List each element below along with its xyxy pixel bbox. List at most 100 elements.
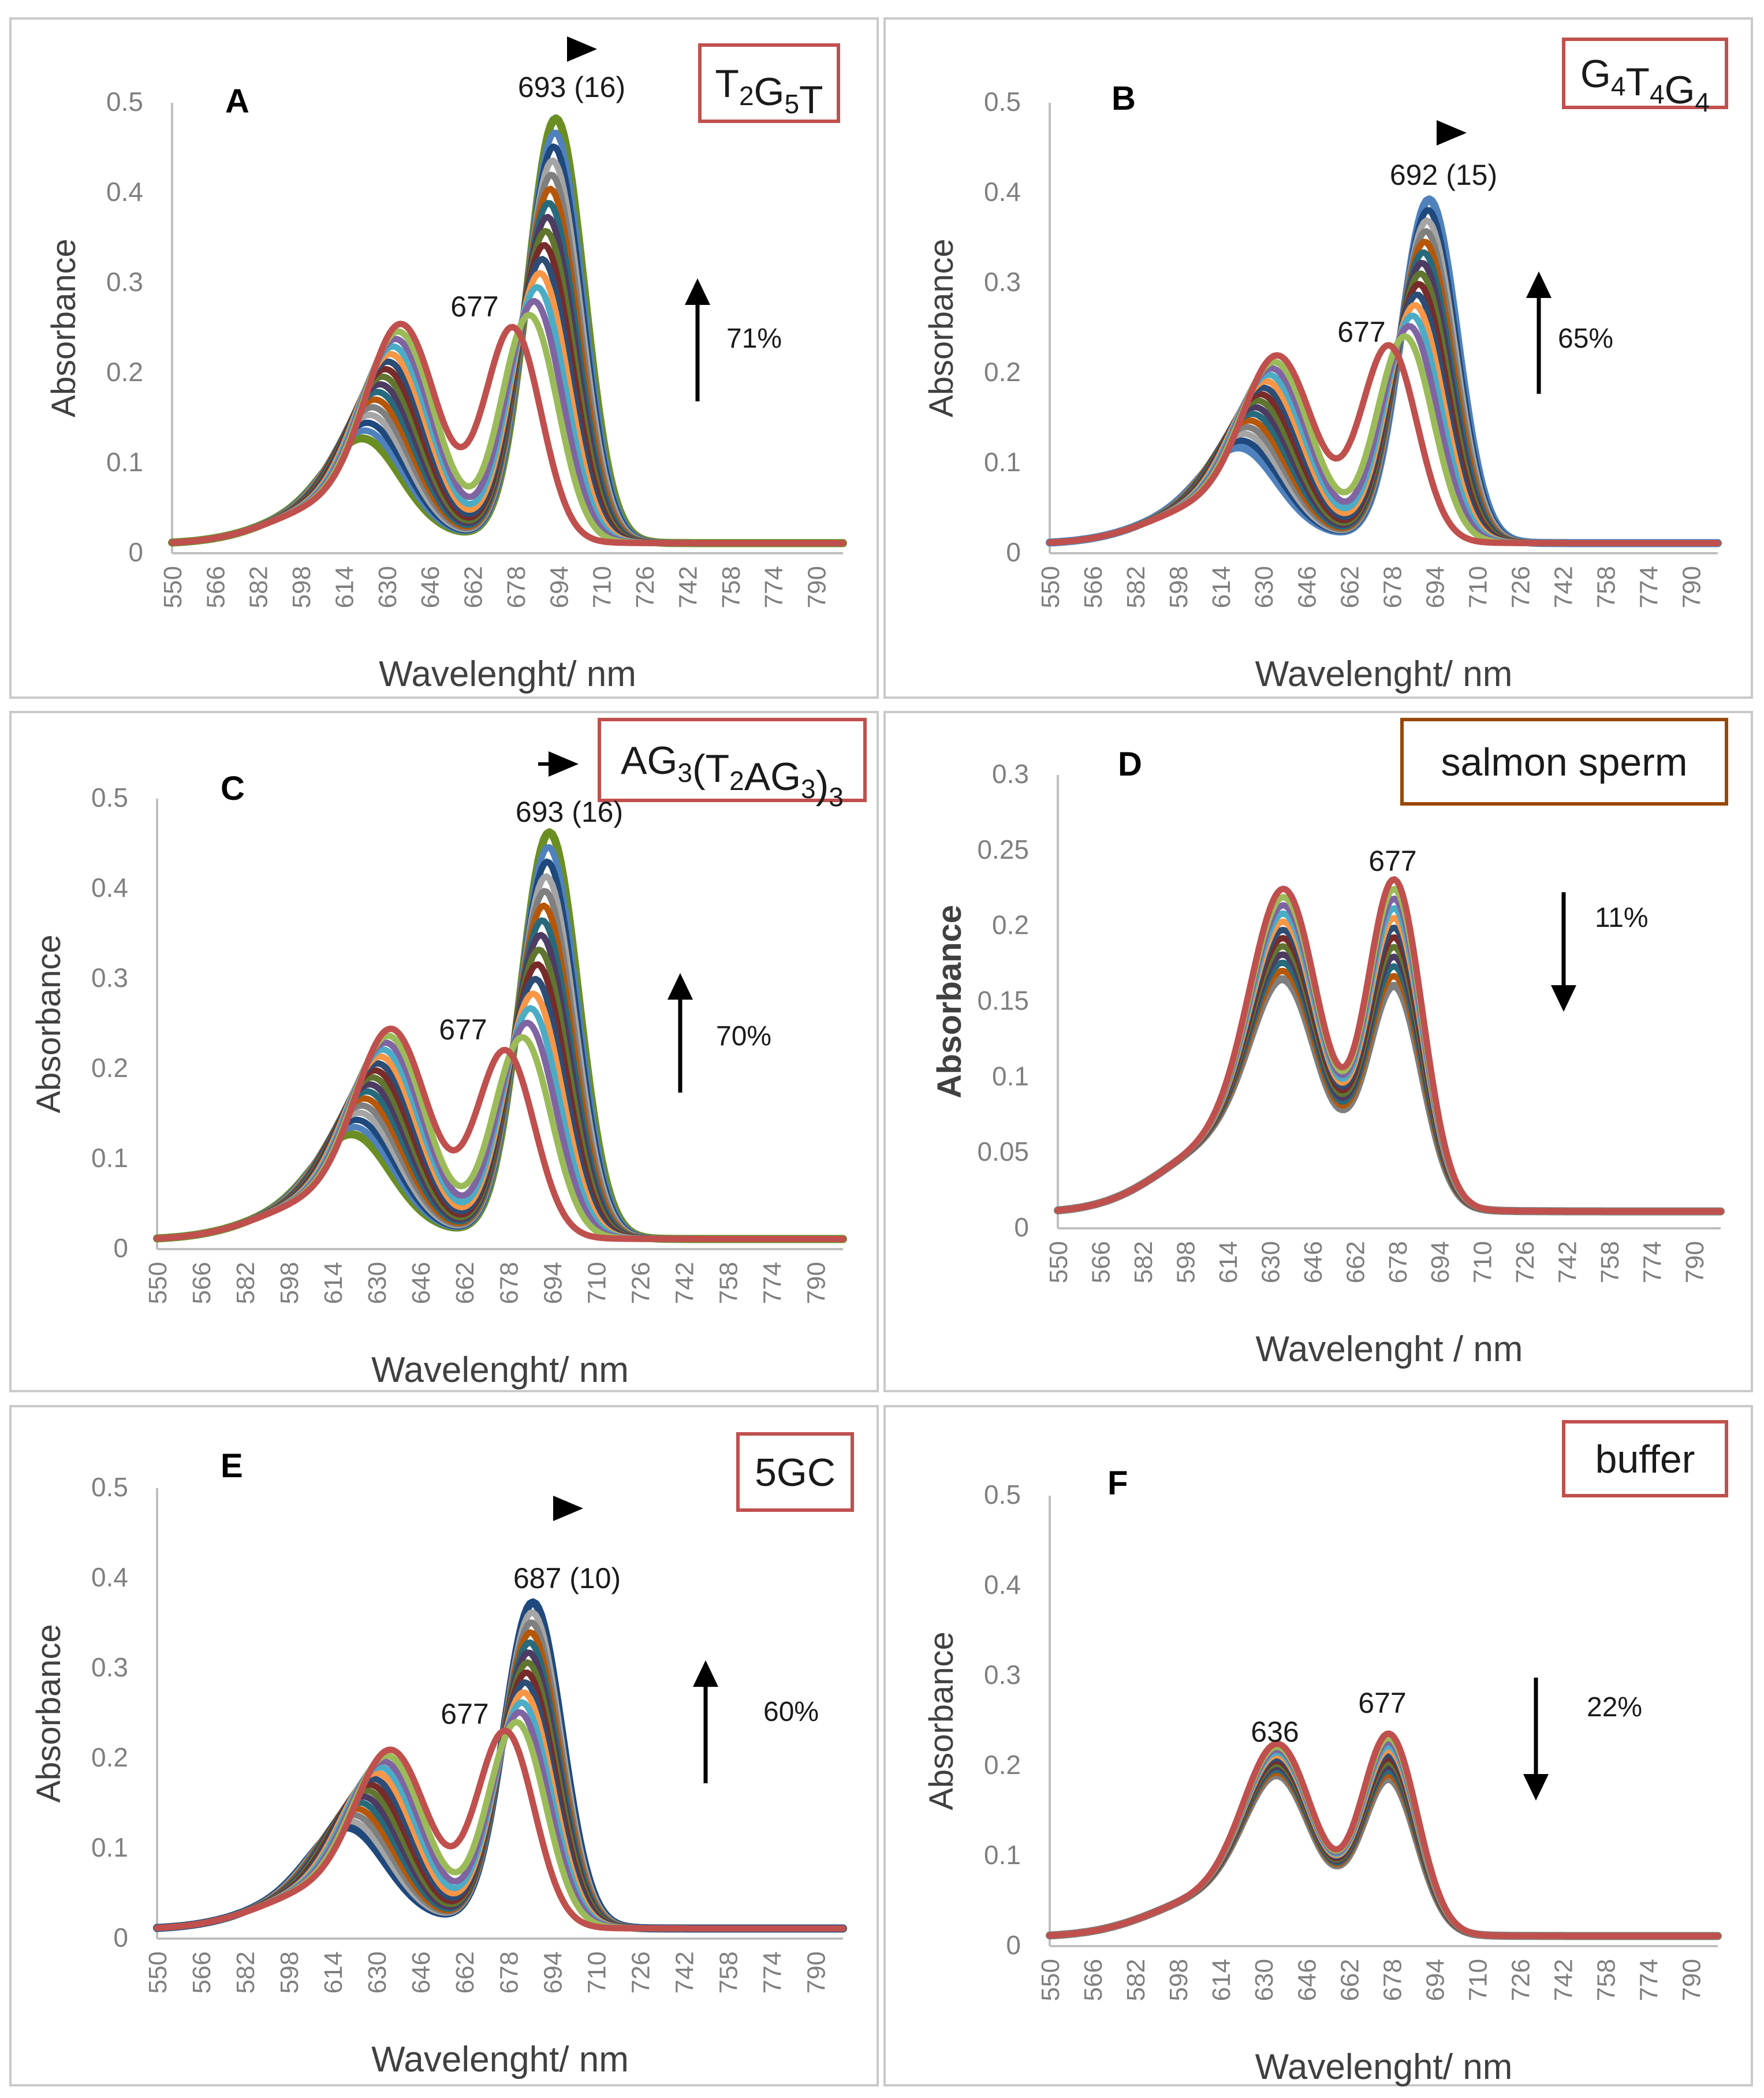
x-tick-label: 678	[1378, 1959, 1407, 2001]
change-percent-label: 71%	[726, 323, 782, 354]
change-percent-label: 65%	[1558, 323, 1613, 354]
x-tick-label: 742	[670, 1262, 699, 1304]
y-tick-label: 0	[1006, 1930, 1021, 1960]
panel-f: 0 0.1 0.2 0.3 0.4 0.5 550 566 582 598 614 630 646 662…	[883, 1405, 1753, 2087]
panel-border	[9, 17, 879, 699]
change-arrow-head	[1551, 985, 1576, 1012]
series-line	[154, 1670, 846, 1932]
sample-label-char: 2	[729, 766, 744, 796]
x-tick-label: 662	[1336, 1959, 1364, 2001]
series-line	[154, 873, 846, 1242]
peak-label: 677	[1368, 845, 1416, 877]
sample-label-char: e	[1620, 740, 1642, 784]
sample-label-char: m	[1655, 740, 1688, 784]
x-tick-label: 710	[1469, 1241, 1497, 1283]
x-tick-label: 678	[1384, 1241, 1412, 1283]
y-tick-label: 0.15	[977, 986, 1029, 1016]
y-tick-label: 0.4	[984, 1570, 1021, 1600]
x-tick-label: 726	[1507, 566, 1535, 608]
x-tick-label: 758	[1596, 1241, 1624, 1283]
x-tick-label: 694	[539, 1262, 567, 1304]
x-tick-label: 710	[1464, 1959, 1492, 2001]
series-line	[154, 1639, 846, 1932]
panel-letter: E	[221, 1447, 243, 1485]
y-tick-label: 0.1	[984, 1840, 1021, 1870]
x-tick-label: 614	[1207, 1959, 1236, 2001]
sample-label-char: a	[1460, 740, 1482, 784]
sample-label-char: p	[1598, 740, 1620, 784]
series-line	[154, 1649, 846, 1932]
y-tick-label: 0.5	[91, 1472, 128, 1502]
y-axis-title: Absorbance	[923, 1631, 960, 1810]
x-tick-label: 662	[460, 566, 488, 608]
series-line	[1054, 876, 1724, 1215]
x-tick-label: 598	[275, 1262, 304, 1304]
change-percent-label: 70%	[716, 1021, 771, 1052]
sample-label-char: 5	[755, 1451, 777, 1495]
sample-label-char: 3	[801, 774, 816, 804]
y-tick-label: 0.3	[984, 267, 1021, 297]
series-line	[169, 321, 846, 546]
x-tick-label: 662	[451, 1262, 479, 1304]
y-tick-label: 0.5	[106, 87, 143, 117]
y-tick-label: 0.2	[106, 357, 143, 387]
y-tick-label: 0.2	[91, 1742, 128, 1772]
x-tick-label: 582	[245, 566, 273, 608]
y-tick-label: 0.05	[977, 1136, 1029, 1167]
y-axis-title: Absorbance	[923, 239, 960, 418]
y-axis-title: Absorbance	[931, 905, 968, 1098]
sample-label-char	[1568, 740, 1579, 784]
sample-label-char: G	[647, 739, 677, 782]
x-tick-label: 694	[1421, 566, 1449, 608]
y-tick-label: 0.1	[91, 1832, 128, 1862]
x-tick-label: 678	[502, 566, 531, 608]
sample-label-char: 4	[1695, 87, 1710, 117]
y-tick-label: 0.3	[992, 759, 1029, 789]
y-tick-label: 0.4	[106, 177, 143, 207]
x-tick-label: 710	[1464, 566, 1492, 608]
x-tick-label: 566	[1079, 1959, 1107, 2001]
x-tick-label: 790	[1678, 1959, 1706, 2001]
x-tick-label: 566	[202, 566, 230, 608]
x-tick-label: 614	[1207, 566, 1236, 608]
panel-border	[9, 1405, 879, 2086]
change-arrow-head	[685, 278, 710, 305]
y-tick-label: 0.1	[992, 1061, 1029, 1091]
y-tick-label: 0.5	[984, 1480, 1021, 1510]
y-tick-label: 0	[128, 537, 143, 567]
sample-label-char: G	[754, 70, 785, 114]
series-line	[154, 1659, 846, 1932]
y-tick-label: 0.2	[984, 1750, 1021, 1780]
y-tick-label: 0.4	[91, 873, 128, 903]
panel-e: 0 0.1 0.2 0.3 0.4 0.5 550 566 582 598 614 630 646 662…	[9, 1405, 879, 2086]
x-tick-label: 710	[583, 1262, 611, 1304]
initial-peak-label: 677	[441, 1698, 488, 1730]
sample-label-char: f	[1649, 1437, 1660, 1481]
sample-label: AG3(T2AG3)3	[621, 739, 844, 812]
x-tick-label: 582	[1122, 566, 1150, 608]
sample-label-char: T	[715, 62, 739, 106]
x-tick-label: 726	[626, 1951, 655, 1993]
peak-label: 677	[1358, 1687, 1406, 1719]
x-tick-label: 774	[1635, 1959, 1664, 2001]
y-tick-label: 0.3	[106, 267, 143, 297]
x-axis-title: Wavelenght / nm	[1256, 1329, 1523, 1369]
initial-peak-label: 677	[439, 1013, 487, 1046]
x-tick-label: 774	[760, 566, 788, 608]
panel-letter: D	[1118, 746, 1142, 783]
x-tick-label: 614	[1214, 1241, 1243, 1283]
sample-label-char: r	[1642, 740, 1655, 784]
x-tick-label: 582	[232, 1951, 260, 1993]
x-tick-label: 726	[1507, 1959, 1535, 2001]
y-tick-label: 0.3	[91, 963, 128, 993]
y-tick-label: 0.3	[984, 1660, 1021, 1690]
x-tick-label: 550	[159, 566, 187, 608]
x-tick-label: 662	[1341, 1241, 1370, 1283]
sample-label-char: G	[770, 755, 801, 799]
series-line	[154, 888, 846, 1242]
x-tick-label: 614	[319, 1262, 348, 1304]
sample-label-char: r	[1682, 1437, 1695, 1481]
x-tick-label: 630	[363, 1951, 391, 1993]
change-percent-label: 60%	[763, 1697, 819, 1727]
sample-label-char: b	[1595, 1437, 1617, 1481]
